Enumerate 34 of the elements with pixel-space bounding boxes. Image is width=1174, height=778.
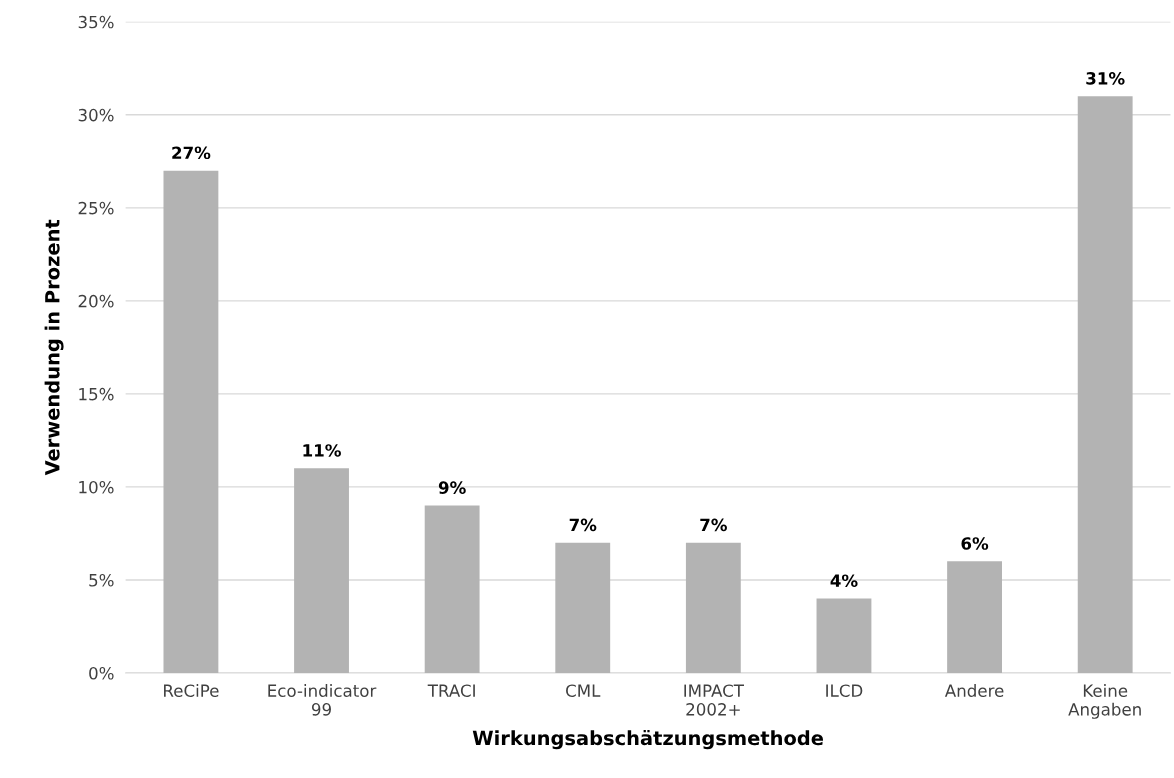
y-tick-label: 30%: [78, 108, 114, 122]
bar: [1077, 96, 1133, 673]
data-label: 7%: [700, 518, 727, 532]
data-label: 6%: [961, 537, 989, 550]
bar: [163, 170, 219, 673]
data-label: 7%: [569, 518, 597, 532]
x-axis-title: Wirkungsabschätzungsmethode: [472, 729, 823, 750]
x-tick-label: ReCiPe: [164, 684, 219, 697]
y-tick-label: 5%: [89, 573, 114, 587]
y-tick-label: 35%: [78, 15, 114, 29]
y-tick-label: 0%: [89, 666, 114, 680]
x-tick-label: Keine Angaben: [1068, 684, 1141, 719]
x-tick-label: Eco-indicator 99: [268, 684, 377, 716]
y-tick-label: 20%: [78, 294, 114, 308]
y-tick-label: 10%: [79, 480, 114, 494]
y-tick-label: 25%: [78, 201, 114, 215]
bar: [294, 468, 349, 673]
x-tick-label: ILCD: [826, 684, 863, 697]
x-tick-label: CML: [566, 684, 601, 697]
x-tick-label: TRACI: [427, 684, 475, 697]
x-tick-label: IMPACT 2002+: [684, 684, 745, 716]
bar: [555, 542, 611, 673]
bar: [816, 598, 872, 673]
bar: [947, 561, 1002, 673]
x-tick-label: Andere: [944, 684, 1004, 697]
data-label: 4%: [830, 574, 858, 587]
y-axis-title: Verwendung in Prozent: [44, 219, 64, 476]
data-label: 27%: [172, 146, 211, 160]
data-label: 9%: [438, 481, 466, 494]
bar: [424, 505, 480, 673]
bar: [685, 542, 741, 673]
data-label: 31%: [1086, 72, 1125, 85]
data-label: 11%: [303, 444, 341, 457]
y-tick-label: 15%: [79, 387, 114, 401]
